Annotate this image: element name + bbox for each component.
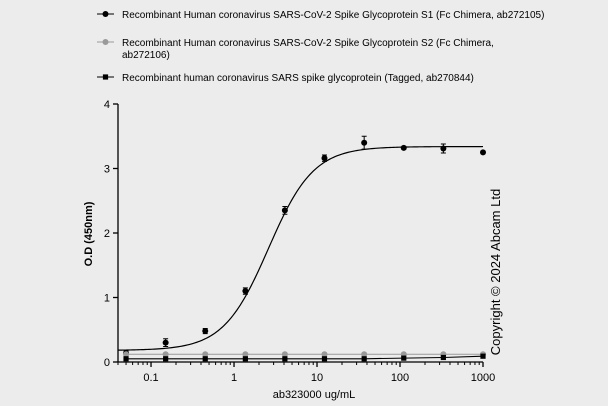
data-point (242, 356, 248, 362)
x-tick-label: 100 (391, 372, 409, 384)
data-point (480, 353, 486, 359)
y-axis-title: O.D (450nm) (83, 201, 95, 266)
data-point (162, 339, 169, 346)
legend-label: Recombinant Human coronavirus SARS-CoV-2… (122, 10, 544, 21)
data-point (400, 144, 407, 151)
data-point (202, 351, 209, 358)
plot-area: 0 1 2 3 4 0.1 1 10 100 1000 (104, 99, 495, 384)
data-point (242, 288, 249, 295)
data-point (361, 351, 368, 358)
data-point (123, 351, 130, 358)
data-point (282, 356, 288, 362)
x-tick-label: 10 (311, 372, 323, 384)
series-fit-curve (117, 145, 484, 351)
legend-item-1: Recombinant Human coronavirus SARS-CoV-2… (97, 10, 544, 21)
legend-item-3: Recombinant human coronavirus SARS spike… (97, 73, 474, 84)
data-point (321, 155, 328, 162)
data-point (202, 356, 208, 362)
data-point (440, 145, 447, 152)
data-point (242, 351, 249, 358)
series-1 (117, 135, 486, 357)
data-point (480, 149, 486, 156)
x-tick-label: 1 (231, 372, 237, 384)
x-tick-label: 0.1 (143, 372, 158, 384)
data-point (162, 351, 169, 358)
series-2 (123, 351, 486, 358)
data-point (361, 139, 368, 146)
legend-label: Recombinant human coronavirus SARS spike… (122, 73, 474, 84)
data-point (281, 207, 288, 214)
y-tick-label: 3 (104, 164, 110, 176)
data-point (440, 354, 446, 361)
data-point (321, 351, 328, 358)
y-tick-label: 2 (104, 228, 110, 240)
data-point (361, 356, 367, 362)
legend-swatch-marker (102, 11, 109, 17)
data-point (202, 328, 209, 335)
y-tick-label: 4 (104, 99, 110, 111)
data-point (123, 356, 129, 362)
copyright-text: Copyright © 2024 Abcam Ltd (488, 189, 503, 355)
series-3 (123, 353, 486, 362)
legend-swatch-marker (102, 74, 109, 80)
series-line (126, 355, 484, 360)
data-point (401, 355, 407, 361)
legend-label: Recombinant Human coronavirus SARS-CoV-2… (122, 38, 494, 61)
data-point (163, 356, 169, 362)
x-axis-title: ab323000 ug/mL (273, 389, 356, 401)
y-tick-label: 1 (104, 293, 110, 305)
legend-item-2: Recombinant Human coronavirus SARS-CoV-2… (97, 38, 494, 61)
legend-swatch-marker (102, 39, 109, 45)
data-point (281, 351, 288, 358)
y-tick-label: 0 (104, 357, 110, 369)
legend: Recombinant Human coronavirus SARS-CoV-2… (97, 10, 544, 84)
x-tick-label: 1000 (471, 372, 495, 384)
data-point (321, 356, 328, 362)
